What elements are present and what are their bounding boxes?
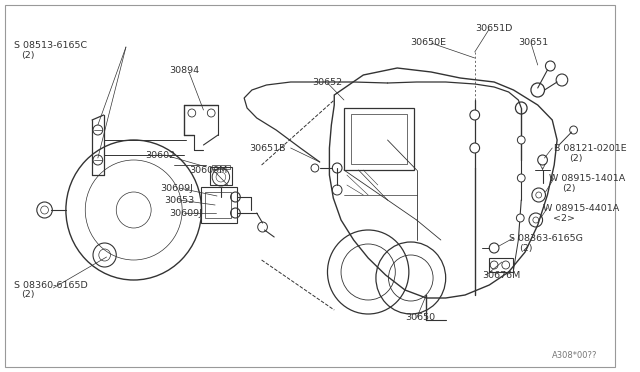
Text: 30650: 30650 <box>405 314 435 323</box>
Text: 30651D: 30651D <box>475 23 512 32</box>
Text: 30609M: 30609M <box>189 166 227 174</box>
Circle shape <box>517 136 525 144</box>
Text: 30651B: 30651B <box>250 144 286 153</box>
Circle shape <box>516 214 524 222</box>
Bar <box>200 187 237 223</box>
Bar <box>212 165 230 169</box>
Text: (2): (2) <box>21 291 35 299</box>
Text: (2): (2) <box>562 183 575 192</box>
Text: S 08513-6165C: S 08513-6165C <box>13 41 86 49</box>
Text: A308*00??: A308*00?? <box>552 350 598 359</box>
Text: 30653: 30653 <box>164 196 195 205</box>
Text: 30650E: 30650E <box>410 38 446 46</box>
Text: 30602: 30602 <box>145 151 175 160</box>
Text: 30609J: 30609J <box>170 208 202 218</box>
Bar <box>211 167 232 185</box>
Text: B 08121-0201E: B 08121-0201E <box>554 144 627 153</box>
Circle shape <box>517 174 525 182</box>
Bar <box>205 192 230 218</box>
Text: 30651: 30651 <box>518 38 548 46</box>
Bar <box>489 258 513 272</box>
Circle shape <box>470 110 479 120</box>
Text: 30652: 30652 <box>312 77 342 87</box>
Circle shape <box>470 143 479 153</box>
Text: 30676M: 30676M <box>483 270 521 279</box>
Text: <2>: <2> <box>553 214 575 222</box>
Bar <box>344 108 413 170</box>
Text: (2): (2) <box>519 244 533 253</box>
Text: S 08363-6165G: S 08363-6165G <box>509 234 582 243</box>
Text: W 08915-4401A: W 08915-4401A <box>543 203 619 212</box>
Text: W 08915-1401A: W 08915-1401A <box>549 173 625 183</box>
Text: S 08360-6165D: S 08360-6165D <box>13 280 87 289</box>
Text: 30609J: 30609J <box>160 183 193 192</box>
Text: 30894: 30894 <box>170 65 200 74</box>
Text: (2): (2) <box>569 154 582 163</box>
Bar <box>351 114 407 164</box>
Text: (2): (2) <box>21 51 35 60</box>
